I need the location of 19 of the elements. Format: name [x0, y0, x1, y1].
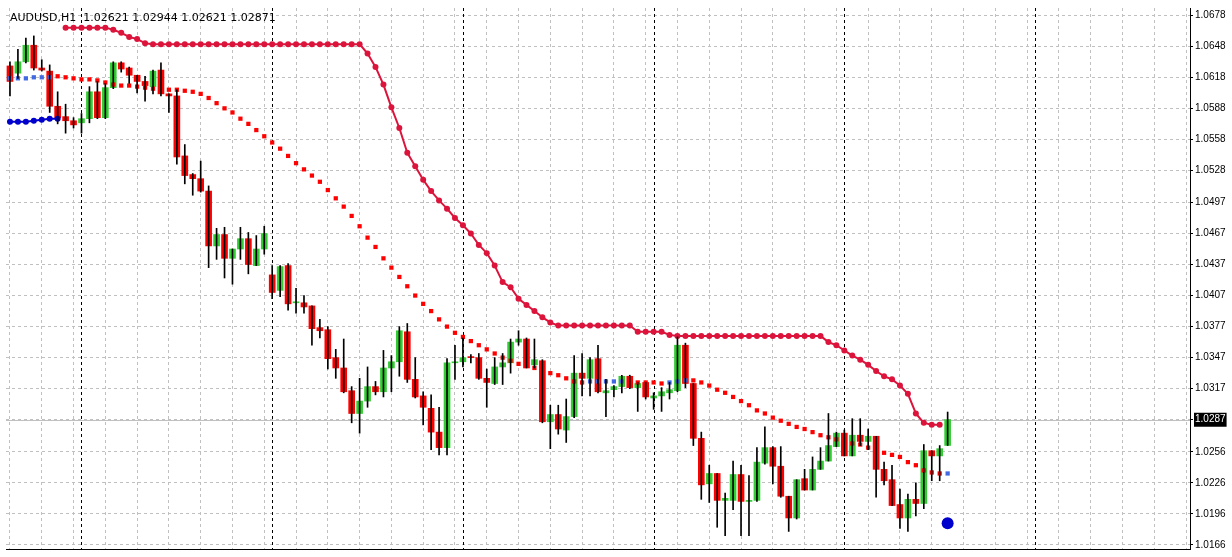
- y-tick-label: 1.0648: [1195, 40, 1227, 52]
- y-tick-label: 1.0196: [1195, 507, 1227, 519]
- y-tick-label: 1.0678: [1195, 8, 1227, 20]
- y-tick-label: 1.0528: [1195, 164, 1227, 176]
- y-tick-label: 1.0618: [1195, 71, 1227, 83]
- chart-title: AUDUSD,H1 1.02621 1.02944 1.02621 1.02871: [10, 10, 276, 24]
- y-tick-label: 1.0497: [1195, 196, 1227, 208]
- y-tick-label: 1.0437: [1195, 258, 1227, 270]
- y-tick-label: 1.0287: [1195, 413, 1227, 425]
- y-tick-label: 1.0347: [1195, 351, 1227, 363]
- y-tick-label: 1.0467: [1195, 227, 1227, 239]
- y-tick-label: 1.0317: [1195, 382, 1227, 394]
- y-tick-label: 1.0377: [1195, 320, 1227, 332]
- y-tick-label: 1.0407: [1195, 289, 1227, 301]
- y-tick-label: 1.0558: [1195, 133, 1227, 145]
- y-tick-label: 1.0588: [1195, 102, 1227, 114]
- y-tick-label: 1.0226: [1195, 476, 1227, 488]
- y-tick-label: 1.0166: [1195, 538, 1227, 550]
- y-tick-label: 1.0256: [1195, 445, 1227, 457]
